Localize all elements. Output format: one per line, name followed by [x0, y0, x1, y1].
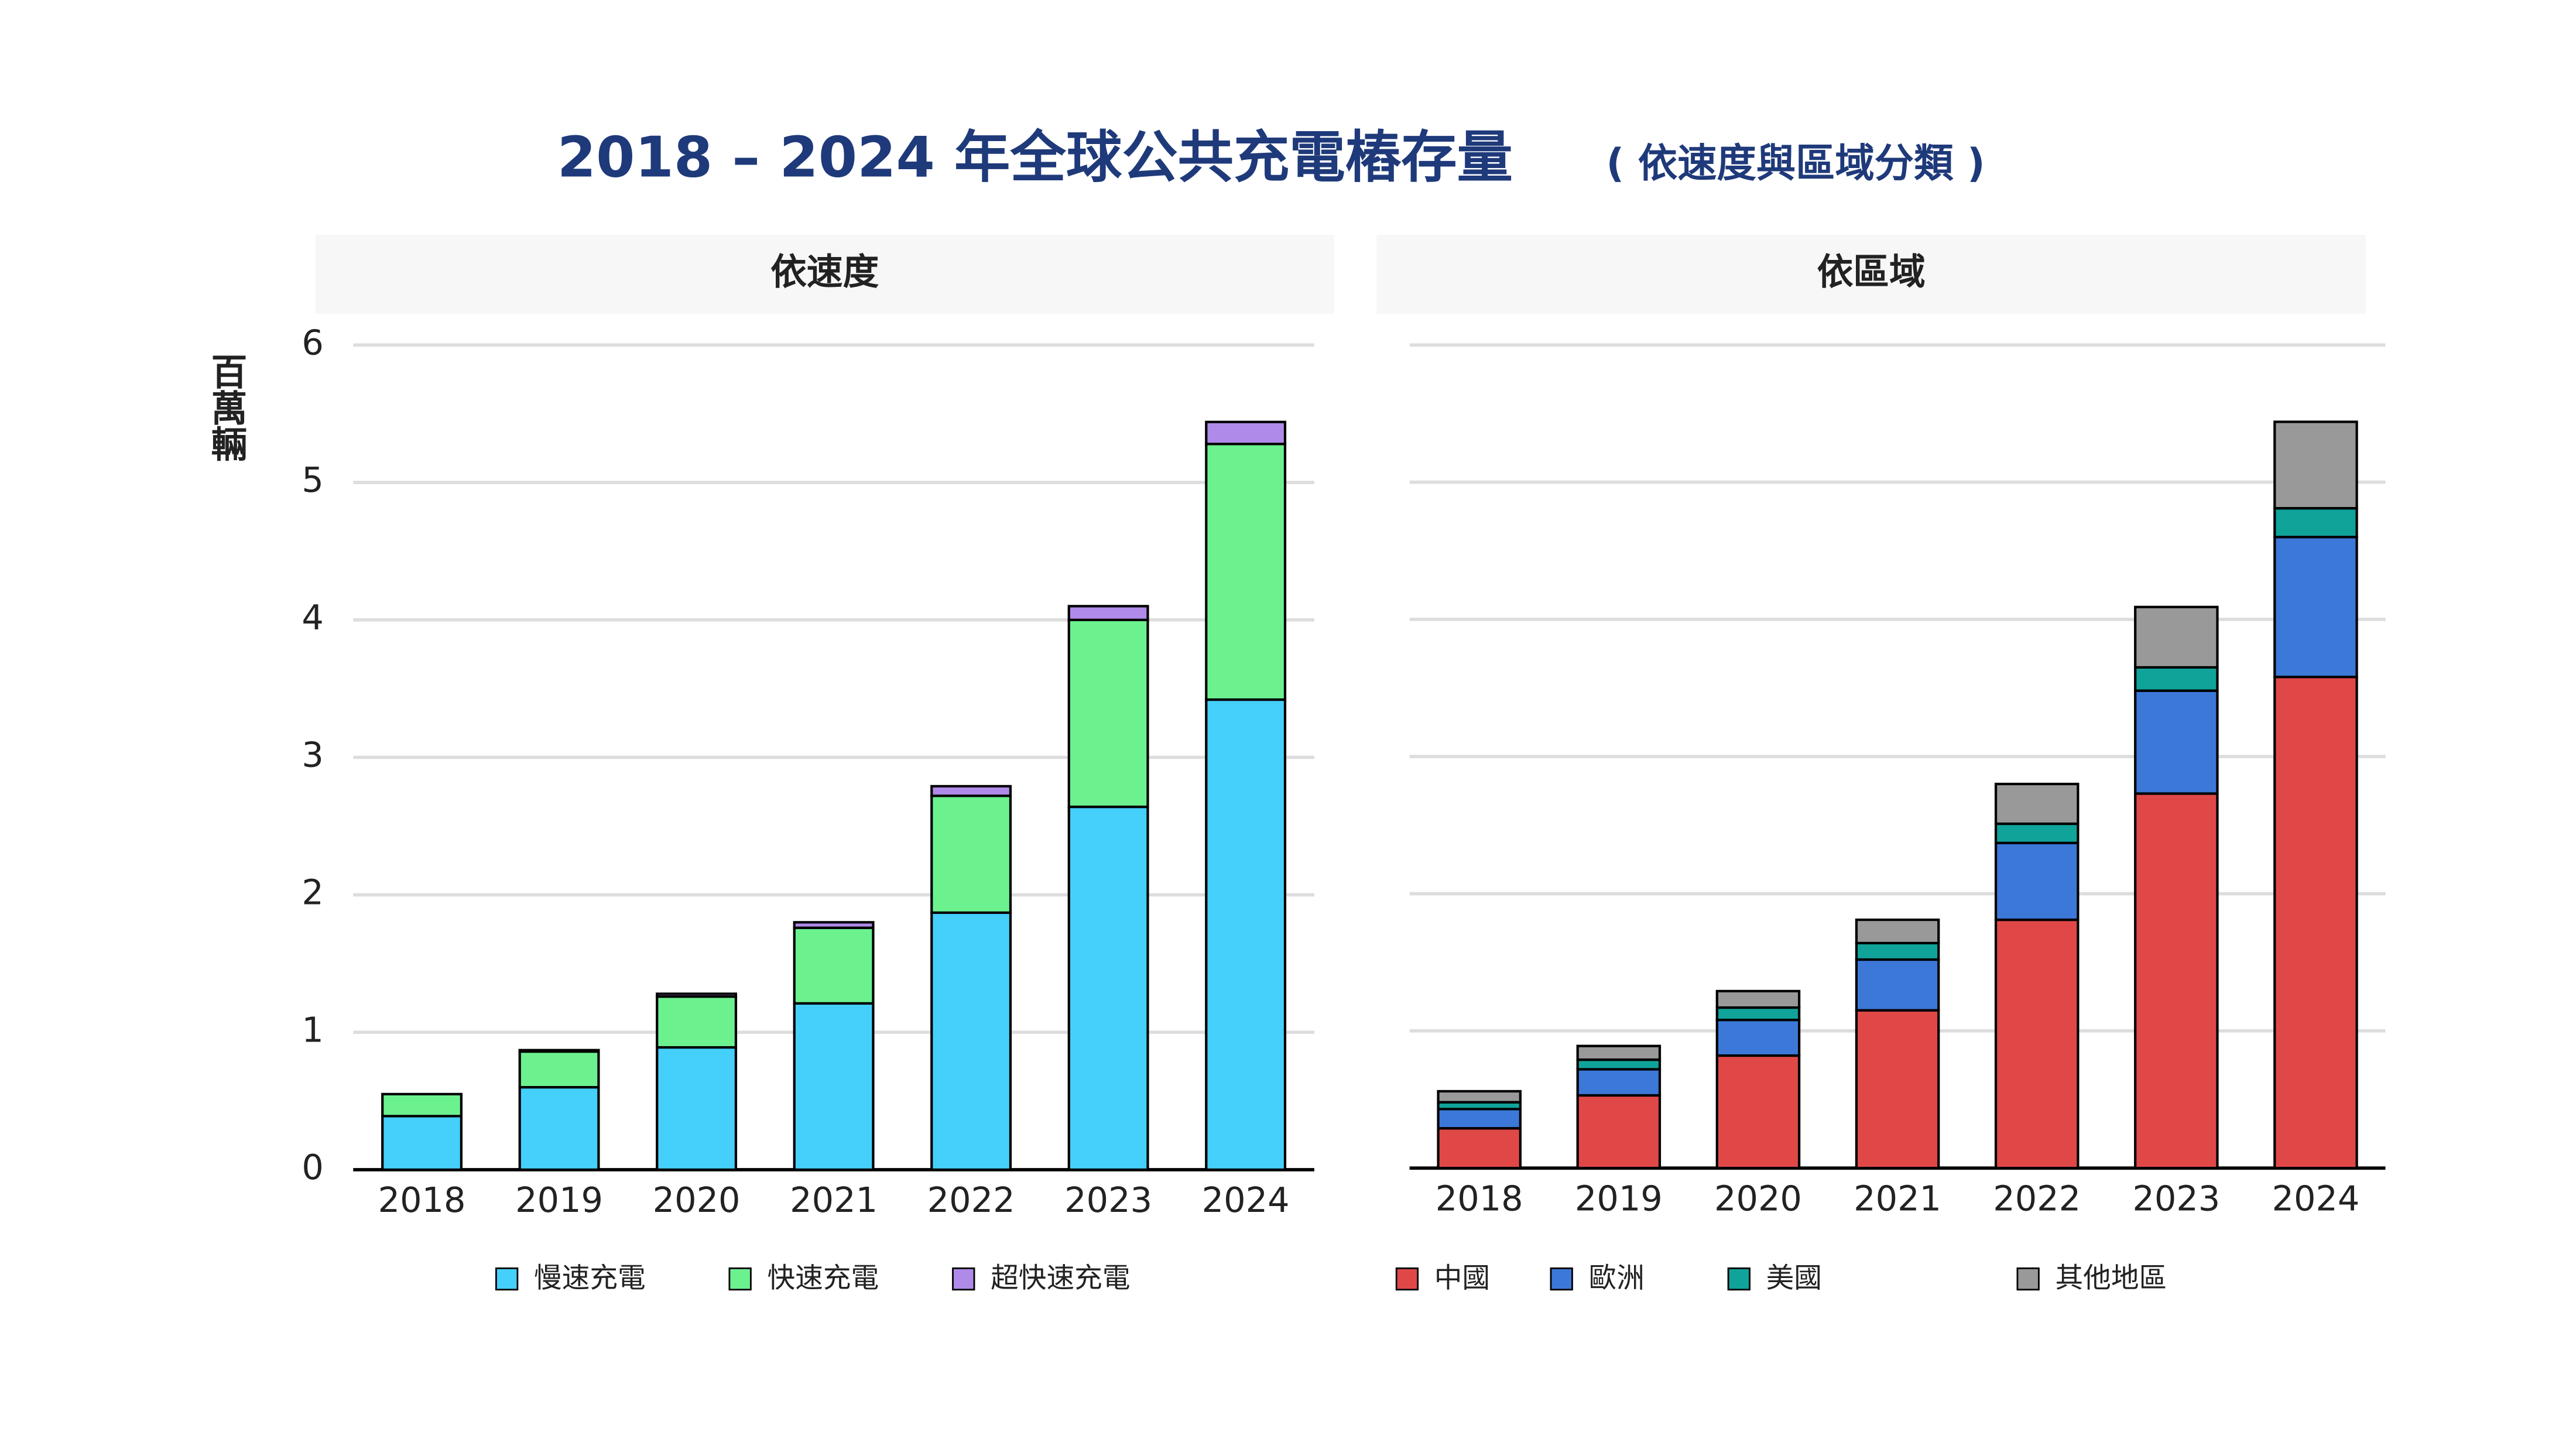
- legend-swatch: [1550, 1267, 1573, 1291]
- bar-segment: [381, 1092, 463, 1118]
- bar-segment: [1205, 443, 1287, 701]
- y-tick-label: 1: [302, 1009, 323, 1050]
- bar-segment: [1994, 841, 2080, 922]
- bar-segment: [518, 1085, 600, 1171]
- y-axis-label: 百萬輛: [205, 353, 247, 461]
- bar-segment: [1855, 958, 1940, 1012]
- panel-header: [1376, 235, 2366, 314]
- x-tick-label: 2022: [1993, 1178, 2081, 1218]
- legend-label: 中國: [1434, 1262, 1490, 1294]
- chart-title: 2018 – 2024 年全球公共充電樁存量: [557, 125, 1513, 190]
- y-tick-label: 3: [302, 735, 323, 775]
- x-tick-label: 2021: [1854, 1178, 1941, 1218]
- bar-segment: [1437, 1108, 1522, 1130]
- bar-segment: [2273, 420, 2358, 510]
- x-tick-label: 2020: [653, 1180, 741, 1220]
- legend-label: 超快速充電: [991, 1262, 1130, 1294]
- bar-segment: [1715, 989, 1801, 1009]
- y-tick-label: 5: [302, 460, 323, 500]
- legend-label: 快速充電: [767, 1262, 879, 1294]
- bar-segment: [1855, 918, 1940, 944]
- bar-segment: [381, 1115, 463, 1171]
- x-tick-label: 2022: [927, 1180, 1015, 1220]
- legend-label: 其他地區: [2055, 1262, 2167, 1294]
- legend-swatch: [1395, 1267, 1419, 1291]
- bar-segment: [1855, 941, 1940, 961]
- bar-segment: [656, 1046, 738, 1171]
- y-tick-label: 6: [302, 322, 323, 362]
- bar-segment: [2273, 676, 2358, 1170]
- chart-subtitle: ( 依速度與區域分類 ): [1606, 140, 1985, 186]
- x-tick-label: 2020: [1714, 1178, 1802, 1218]
- x-tick-label: 2023: [2132, 1178, 2220, 1218]
- bar-segment: [2134, 792, 2219, 1170]
- bar-segment: [1067, 618, 1149, 809]
- bar-segment: [1715, 1006, 1801, 1022]
- x-tick-label: 2024: [2272, 1178, 2359, 1218]
- bar-segment: [1576, 1044, 1662, 1061]
- x-tick-label: 2023: [1064, 1180, 1152, 1220]
- bar-segment: [1576, 1068, 1662, 1097]
- bar-segment: [2134, 666, 2219, 692]
- y-tick-label: 4: [302, 597, 323, 638]
- bar-segment: [1437, 1127, 1522, 1170]
- bar-segment: [793, 1002, 875, 1171]
- x-tick-label: 2019: [515, 1180, 603, 1220]
- bar-segment: [2273, 536, 2358, 679]
- x-tick-label: 2018: [378, 1180, 466, 1220]
- bar-segment: [930, 794, 1012, 914]
- bar-segment: [1067, 605, 1149, 621]
- x-tick-label: 2021: [790, 1180, 878, 1220]
- legend-label: 美國: [1766, 1262, 1822, 1294]
- bar-segment: [2134, 605, 2219, 669]
- bar-segment: [1576, 1094, 1662, 1170]
- bar-segment: [518, 1050, 600, 1089]
- bar-segment: [518, 1049, 600, 1053]
- legend-label: 慢速充電: [534, 1262, 646, 1294]
- bar-segment: [793, 921, 875, 929]
- bar-segment: [656, 992, 738, 998]
- y-tick-label: 0: [302, 1147, 323, 1187]
- bar-segment: [2134, 689, 2219, 795]
- y-tick-label: 2: [302, 872, 323, 913]
- legend-swatch: [2016, 1267, 2040, 1291]
- bar-segment: [793, 926, 875, 1005]
- legend-swatch: [1727, 1267, 1751, 1291]
- bar-segment: [1576, 1058, 1662, 1071]
- legend-swatch: [952, 1267, 975, 1291]
- x-tick-label: 2019: [1575, 1178, 1663, 1218]
- bar-segment: [1994, 822, 2080, 844]
- x-tick-label: 2018: [1436, 1178, 1523, 1218]
- bar-segment: [930, 911, 1012, 1171]
- bar-segment: [2273, 507, 2358, 539]
- bar-segment: [1205, 698, 1287, 1171]
- legend-swatch: [495, 1267, 519, 1291]
- bar-segment: [656, 995, 738, 1049]
- bar-segment: [1067, 806, 1149, 1171]
- legend-swatch: [728, 1267, 752, 1291]
- legend-label: 歐洲: [1589, 1262, 1645, 1294]
- bar-segment: [1855, 1009, 1940, 1170]
- panel-title: 依區域: [1817, 251, 1926, 293]
- panel-header: [315, 235, 1334, 314]
- bar-segment: [1715, 1018, 1801, 1057]
- bar-segment: [1994, 918, 2080, 1170]
- bar-segment: [1437, 1090, 1522, 1104]
- bar-segment: [1205, 420, 1287, 446]
- bar-segment: [1994, 782, 2080, 825]
- bar-segment: [1715, 1054, 1801, 1170]
- x-tick-label: 2024: [1202, 1180, 1290, 1220]
- panel-title: 依速度: [770, 251, 879, 293]
- bar-segment: [930, 785, 1012, 797]
